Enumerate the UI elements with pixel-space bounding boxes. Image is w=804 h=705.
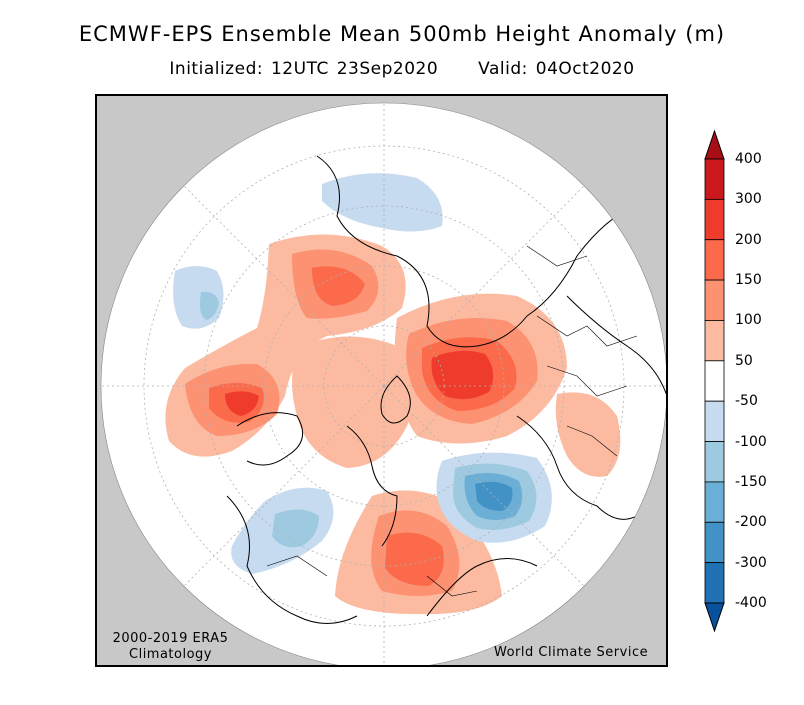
anomaly-trough-japan (436, 452, 552, 543)
map-title: ECMWF-EPS Ensemble Mean 500mb Height Ano… (78, 22, 726, 46)
colorbar (704, 129, 725, 633)
valid-time: Valid: 04Oct2020 (478, 59, 635, 79)
colorbar-swatch (704, 360, 725, 402)
initialized-time: Initialized: 12UTC 23Sep2020 (169, 59, 439, 79)
anomaly-trough-atlantic (173, 266, 224, 329)
colorbar-tick-label: 300 (735, 191, 762, 208)
colorbar-tick-label: 200 (735, 231, 762, 248)
colorbar-swatch (704, 481, 725, 523)
colorbar-tick-label: -400 (735, 595, 767, 611)
climatology-note: 2000-2019 ERA5 Climatology (103, 631, 238, 663)
colorbar-swatch (704, 441, 725, 483)
colorbar-swatch (704, 279, 725, 321)
anomaly-trough-canada (231, 487, 334, 574)
map-subtitle: Initialized: 12UTC 23Sep2020 Valid: 04Oct… (0, 59, 804, 79)
colorbar-swatch (704, 400, 725, 442)
colorbar-swatch (704, 562, 725, 604)
climatology-line2: Climatology (129, 647, 212, 662)
colorbar-extend-top (704, 129, 725, 160)
anomaly-ridge-greenland (165, 234, 406, 457)
colorbar-swatch (704, 239, 725, 281)
graticule (101, 103, 666, 665)
colorbar-tick-label: -50 (735, 393, 758, 410)
colorbar-swatch (704, 521, 725, 564)
anomaly-trough-asia (322, 173, 443, 232)
colorbar-tick-label: 150 (735, 272, 762, 289)
colorbar-tick-label: 50 (735, 352, 753, 369)
colorbar-tick-label: -100 (735, 433, 767, 450)
colorbar-tick-label: 400 (735, 151, 762, 167)
climatology-line1: 2000-2019 ERA5 (112, 631, 229, 646)
polar-stereographic-map (100, 102, 666, 665)
colorbar-tick-label: -200 (735, 514, 767, 531)
colorbar-tick-label: -300 (735, 554, 767, 571)
credit-label: World Climate Service (494, 645, 649, 660)
map-panel (95, 94, 668, 667)
colorbar-swatches (704, 129, 725, 633)
coastlines (226, 155, 666, 624)
colorbar-extend-bottom (704, 602, 725, 633)
colorbar-swatch (704, 158, 725, 200)
colorbar-tick-label: -150 (735, 473, 767, 490)
colorbar-swatch (704, 198, 725, 241)
borders (266, 245, 638, 597)
colorbar-tick-label: 100 (735, 312, 762, 329)
colorbar-swatch (704, 320, 725, 362)
anomaly-ridge-siberia (394, 293, 567, 444)
